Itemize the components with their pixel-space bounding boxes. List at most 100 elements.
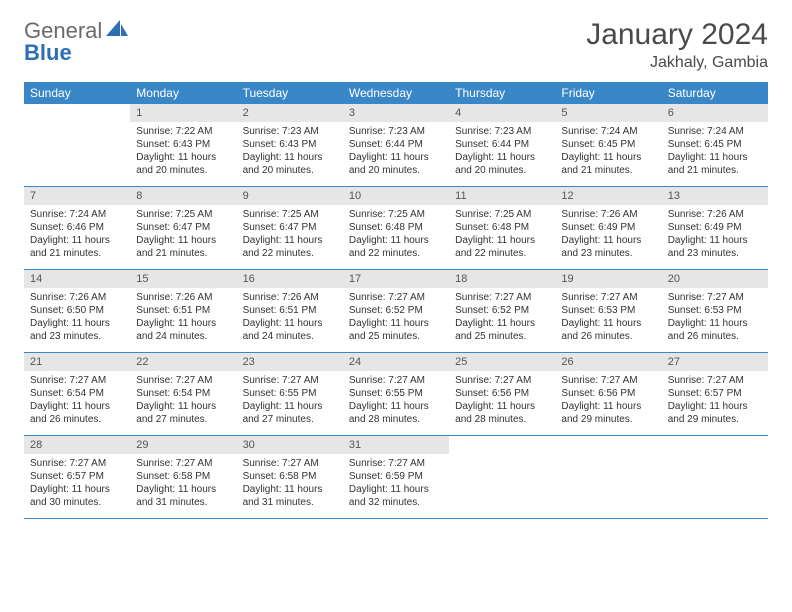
sunset-text: Sunset: 6:56 PM bbox=[561, 387, 655, 400]
day-body: Sunrise: 7:27 AMSunset: 6:55 PMDaylight:… bbox=[237, 371, 343, 432]
daylight2-text: and 26 minutes. bbox=[561, 330, 655, 343]
week-row: 1Sunrise: 7:22 AMSunset: 6:43 PMDaylight… bbox=[24, 104, 768, 187]
daylight2-text: and 28 minutes. bbox=[455, 413, 549, 426]
daylight2-text: and 25 minutes. bbox=[349, 330, 443, 343]
day-cell: 29Sunrise: 7:27 AMSunset: 6:58 PMDayligh… bbox=[130, 436, 236, 518]
day-cell: 31Sunrise: 7:27 AMSunset: 6:59 PMDayligh… bbox=[343, 436, 449, 518]
week-row: 28Sunrise: 7:27 AMSunset: 6:57 PMDayligh… bbox=[24, 436, 768, 519]
day-cell: 18Sunrise: 7:27 AMSunset: 6:52 PMDayligh… bbox=[449, 270, 555, 352]
dow-friday: Friday bbox=[555, 82, 661, 104]
daylight1-text: Daylight: 11 hours bbox=[136, 151, 230, 164]
day-cell: 4Sunrise: 7:23 AMSunset: 6:44 PMDaylight… bbox=[449, 104, 555, 186]
sunrise-text: Sunrise: 7:27 AM bbox=[455, 374, 549, 387]
day-cell bbox=[449, 436, 555, 518]
daylight1-text: Daylight: 11 hours bbox=[455, 317, 549, 330]
day-number: 28 bbox=[24, 436, 130, 454]
day-number: 27 bbox=[662, 353, 768, 371]
daylight1-text: Daylight: 11 hours bbox=[349, 483, 443, 496]
daylight2-text: and 23 minutes. bbox=[30, 330, 124, 343]
day-body: Sunrise: 7:27 AMSunset: 6:58 PMDaylight:… bbox=[237, 454, 343, 515]
daylight1-text: Daylight: 11 hours bbox=[243, 317, 337, 330]
sunset-text: Sunset: 6:55 PM bbox=[243, 387, 337, 400]
day-cell: 28Sunrise: 7:27 AMSunset: 6:57 PMDayligh… bbox=[24, 436, 130, 518]
day-body: Sunrise: 7:23 AMSunset: 6:43 PMDaylight:… bbox=[237, 122, 343, 183]
daylight1-text: Daylight: 11 hours bbox=[243, 234, 337, 247]
day-number: 22 bbox=[130, 353, 236, 371]
day-body: Sunrise: 7:27 AMSunset: 6:57 PMDaylight:… bbox=[24, 454, 130, 515]
day-number: 6 bbox=[662, 104, 768, 122]
sunset-text: Sunset: 6:43 PM bbox=[136, 138, 230, 151]
daylight2-text: and 27 minutes. bbox=[136, 413, 230, 426]
dow-monday: Monday bbox=[130, 82, 236, 104]
sunrise-text: Sunrise: 7:23 AM bbox=[455, 125, 549, 138]
daylight1-text: Daylight: 11 hours bbox=[668, 317, 762, 330]
daylight2-text: and 21 minutes. bbox=[136, 247, 230, 260]
day-cell: 26Sunrise: 7:27 AMSunset: 6:56 PMDayligh… bbox=[555, 353, 661, 435]
sunset-text: Sunset: 6:48 PM bbox=[349, 221, 443, 234]
daylight2-text: and 29 minutes. bbox=[668, 413, 762, 426]
daylight2-text: and 21 minutes. bbox=[561, 164, 655, 177]
sunrise-text: Sunrise: 7:26 AM bbox=[136, 291, 230, 304]
sunrise-text: Sunrise: 7:26 AM bbox=[243, 291, 337, 304]
day-number: 14 bbox=[24, 270, 130, 288]
day-of-week-header: Sunday Monday Tuesday Wednesday Thursday… bbox=[24, 82, 768, 104]
location-label: Jakhaly, Gambia bbox=[586, 54, 768, 72]
day-cell: 17Sunrise: 7:27 AMSunset: 6:52 PMDayligh… bbox=[343, 270, 449, 352]
daylight1-text: Daylight: 11 hours bbox=[136, 317, 230, 330]
day-cell: 2Sunrise: 7:23 AMSunset: 6:43 PMDaylight… bbox=[237, 104, 343, 186]
daylight1-text: Daylight: 11 hours bbox=[136, 234, 230, 247]
sunrise-text: Sunrise: 7:27 AM bbox=[349, 457, 443, 470]
day-body: Sunrise: 7:27 AMSunset: 6:57 PMDaylight:… bbox=[662, 371, 768, 432]
sunrise-text: Sunrise: 7:27 AM bbox=[455, 291, 549, 304]
sunrise-text: Sunrise: 7:24 AM bbox=[668, 125, 762, 138]
day-body: Sunrise: 7:26 AMSunset: 6:49 PMDaylight:… bbox=[662, 205, 768, 266]
day-cell bbox=[24, 104, 130, 186]
title-block: January 2024 Jakhaly, Gambia bbox=[586, 18, 768, 72]
daylight1-text: Daylight: 11 hours bbox=[30, 400, 124, 413]
day-body: Sunrise: 7:27 AMSunset: 6:56 PMDaylight:… bbox=[449, 371, 555, 432]
sunrise-text: Sunrise: 7:26 AM bbox=[668, 208, 762, 221]
day-number: 10 bbox=[343, 187, 449, 205]
sunrise-text: Sunrise: 7:27 AM bbox=[136, 457, 230, 470]
day-number: 19 bbox=[555, 270, 661, 288]
daylight2-text: and 26 minutes. bbox=[668, 330, 762, 343]
day-body: Sunrise: 7:25 AMSunset: 6:47 PMDaylight:… bbox=[130, 205, 236, 266]
daylight1-text: Daylight: 11 hours bbox=[561, 234, 655, 247]
daylight2-text: and 20 minutes. bbox=[349, 164, 443, 177]
day-number: 4 bbox=[449, 104, 555, 122]
sunset-text: Sunset: 6:59 PM bbox=[349, 470, 443, 483]
daylight1-text: Daylight: 11 hours bbox=[455, 400, 549, 413]
sunrise-text: Sunrise: 7:25 AM bbox=[136, 208, 230, 221]
daylight1-text: Daylight: 11 hours bbox=[349, 234, 443, 247]
dow-saturday: Saturday bbox=[662, 82, 768, 104]
sunrise-text: Sunrise: 7:27 AM bbox=[349, 374, 443, 387]
sunrise-text: Sunrise: 7:23 AM bbox=[243, 125, 337, 138]
daylight2-text: and 20 minutes. bbox=[455, 164, 549, 177]
day-body: Sunrise: 7:27 AMSunset: 6:58 PMDaylight:… bbox=[130, 454, 236, 515]
day-cell: 30Sunrise: 7:27 AMSunset: 6:58 PMDayligh… bbox=[237, 436, 343, 518]
sunrise-text: Sunrise: 7:24 AM bbox=[561, 125, 655, 138]
sunrise-text: Sunrise: 7:25 AM bbox=[349, 208, 443, 221]
sunset-text: Sunset: 6:44 PM bbox=[455, 138, 549, 151]
day-cell: 15Sunrise: 7:26 AMSunset: 6:51 PMDayligh… bbox=[130, 270, 236, 352]
sunset-text: Sunset: 6:52 PM bbox=[349, 304, 443, 317]
daylight1-text: Daylight: 11 hours bbox=[30, 483, 124, 496]
daylight1-text: Daylight: 11 hours bbox=[136, 483, 230, 496]
day-cell: 25Sunrise: 7:27 AMSunset: 6:56 PMDayligh… bbox=[449, 353, 555, 435]
day-cell: 13Sunrise: 7:26 AMSunset: 6:49 PMDayligh… bbox=[662, 187, 768, 269]
day-number: 24 bbox=[343, 353, 449, 371]
daylight1-text: Daylight: 11 hours bbox=[349, 400, 443, 413]
dow-sunday: Sunday bbox=[24, 82, 130, 104]
day-number: 25 bbox=[449, 353, 555, 371]
logo-sail-icon bbox=[106, 18, 128, 44]
day-body: Sunrise: 7:26 AMSunset: 6:51 PMDaylight:… bbox=[237, 288, 343, 349]
day-number: 30 bbox=[237, 436, 343, 454]
sunset-text: Sunset: 6:55 PM bbox=[349, 387, 443, 400]
day-body: Sunrise: 7:27 AMSunset: 6:53 PMDaylight:… bbox=[555, 288, 661, 349]
day-number: 11 bbox=[449, 187, 555, 205]
daylight2-text: and 22 minutes. bbox=[349, 247, 443, 260]
day-number: 15 bbox=[130, 270, 236, 288]
day-number: 1 bbox=[130, 104, 236, 122]
sunset-text: Sunset: 6:43 PM bbox=[243, 138, 337, 151]
day-cell: 5Sunrise: 7:24 AMSunset: 6:45 PMDaylight… bbox=[555, 104, 661, 186]
